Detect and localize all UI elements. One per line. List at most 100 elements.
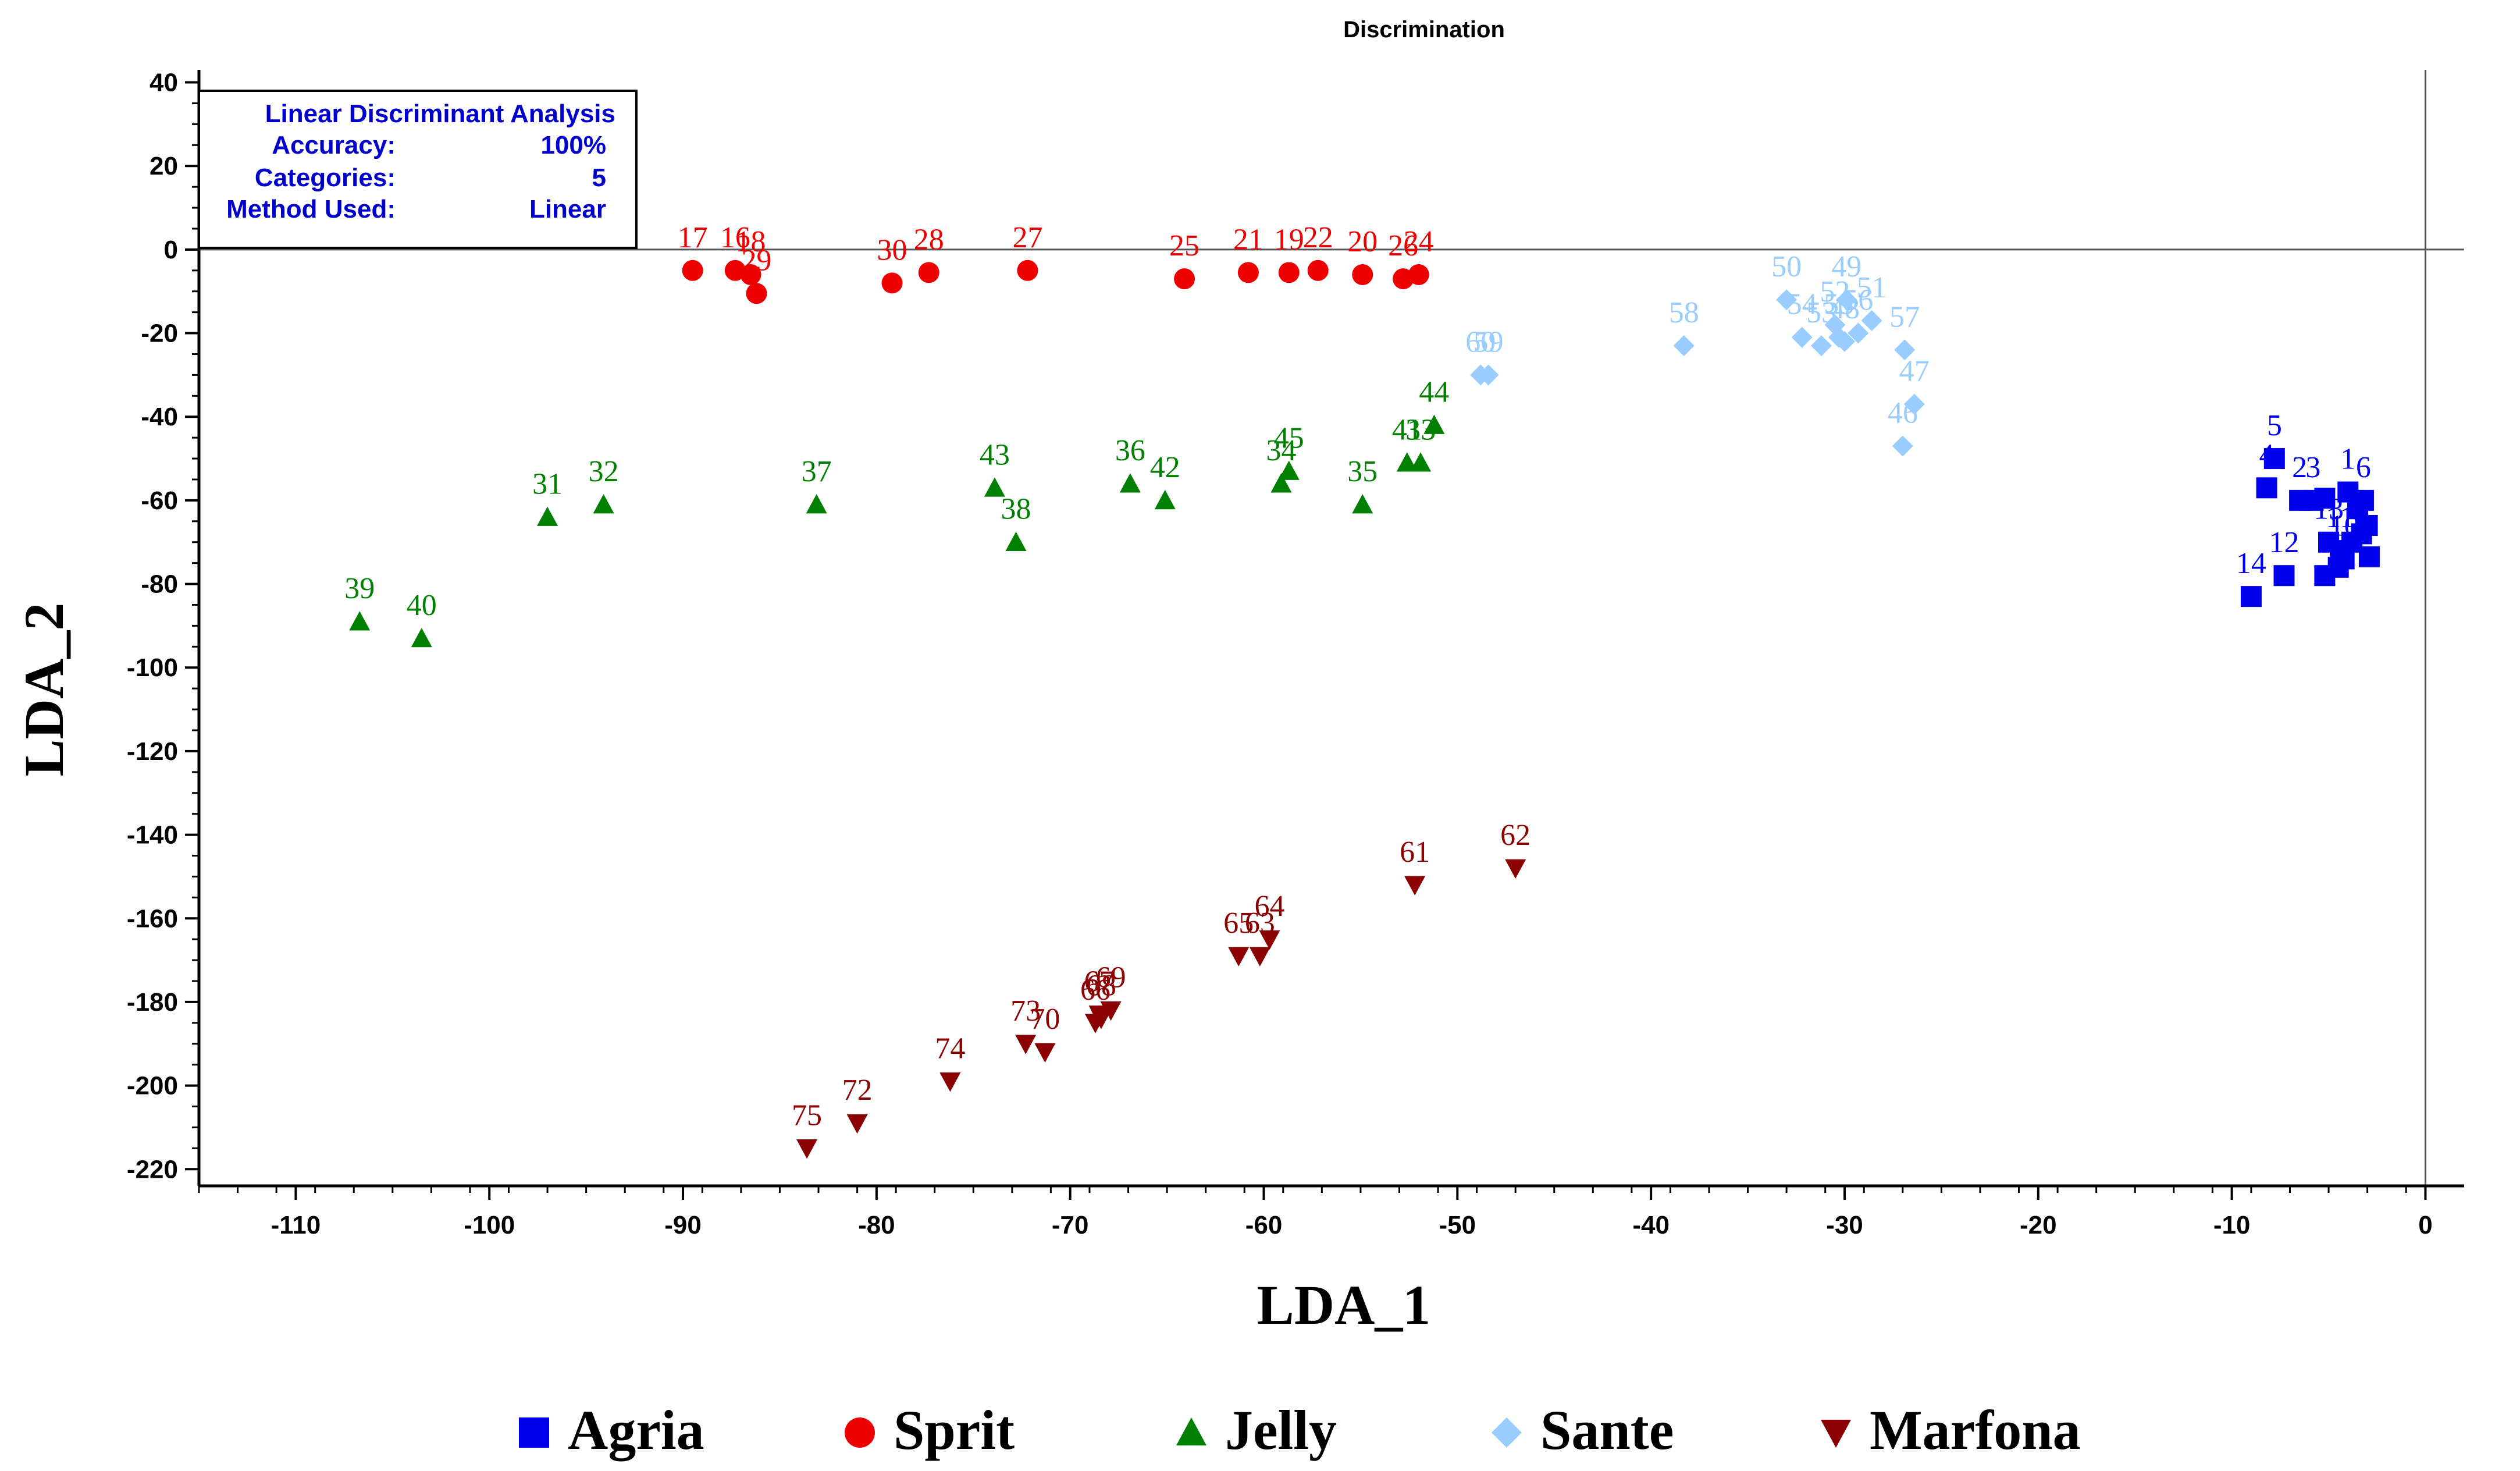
info-accuracy-value: 100% xyxy=(540,131,606,159)
data-point xyxy=(806,494,827,514)
y-tick-label: -220 xyxy=(127,1155,178,1184)
legend-marker xyxy=(519,1417,549,1448)
point-label: 32 xyxy=(589,455,619,488)
zero-lines xyxy=(199,70,2464,1186)
data-point xyxy=(1119,473,1141,493)
data-point xyxy=(1903,393,1925,415)
data-point xyxy=(1259,930,1280,950)
point-label: 18 xyxy=(736,225,766,258)
y-tick-label: -180 xyxy=(127,988,178,1017)
x-tick-label: -100 xyxy=(464,1211,515,1239)
data-point xyxy=(2240,586,2262,607)
x-tick-label: -60 xyxy=(1245,1211,1283,1239)
point-label: 46 xyxy=(1888,397,1918,430)
data-point xyxy=(1237,262,1259,283)
data-point xyxy=(1015,1035,1037,1054)
point-label: 56 xyxy=(1843,284,1873,317)
point-label: 74 xyxy=(935,1032,965,1065)
data-point xyxy=(2314,488,2336,509)
y-tick-label: 40 xyxy=(150,69,178,97)
point-label: 20 xyxy=(1347,225,1378,258)
point-label: 17 xyxy=(678,221,708,254)
point-label: 14 xyxy=(2236,547,2266,580)
y-tick-label: -140 xyxy=(127,821,178,850)
data-point xyxy=(1307,260,1329,281)
info-method-label: Method Used: xyxy=(226,195,396,223)
data-point xyxy=(1228,947,1250,967)
data-point xyxy=(1811,335,1832,357)
data-point xyxy=(1396,452,1418,472)
data-point xyxy=(1836,289,1857,311)
point-label: 75 xyxy=(792,1099,822,1132)
axes xyxy=(197,70,2464,1188)
data-point xyxy=(1828,326,1849,348)
point-label: 63 xyxy=(1245,907,1275,940)
data-point xyxy=(2263,448,2285,470)
data-point xyxy=(2256,477,2277,499)
data-point xyxy=(746,283,767,304)
info-method-value: Linear xyxy=(529,195,606,223)
x-tick-label: 0 xyxy=(2418,1211,2432,1239)
point-label: 45 xyxy=(1274,422,1304,455)
info-box-header: Linear Discriminant Analysis xyxy=(265,100,615,128)
legend-item-agria: Agria xyxy=(519,1399,704,1461)
x-tick-label: -70 xyxy=(1052,1211,1089,1239)
point-label: 47 xyxy=(1899,355,1930,388)
point-label: 44 xyxy=(1419,376,1449,409)
data-point xyxy=(1352,264,1373,285)
point-label: 67 xyxy=(1084,965,1115,998)
point-label: 36 xyxy=(1115,434,1145,467)
info-categories-label: Categories: xyxy=(255,164,396,192)
y-tick-label: -200 xyxy=(127,1072,178,1100)
data-point xyxy=(1270,473,1292,493)
data-point xyxy=(1017,260,1038,281)
point-label: 27 xyxy=(1012,221,1042,254)
x-tick-label: -10 xyxy=(2213,1211,2251,1239)
point-label: 1 xyxy=(2340,443,2355,476)
point-label: 25 xyxy=(1169,229,1200,262)
x-tick-label: -90 xyxy=(664,1211,702,1239)
point-label: 6 xyxy=(2356,451,2371,484)
point-label: 54 xyxy=(1787,288,1817,321)
legend-label: Marfona xyxy=(1870,1399,2081,1461)
point-label: 38 xyxy=(1001,493,1031,526)
point-label: 66 xyxy=(1080,973,1110,1007)
point-label: 72 xyxy=(842,1074,873,1107)
point-label: 26 xyxy=(1388,229,1418,262)
data-point xyxy=(1505,859,1526,879)
data-point xyxy=(984,477,1005,497)
info-box: Linear Discriminant Analysis Accuracy: 1… xyxy=(198,90,638,249)
point-label: 65 xyxy=(1223,907,1254,940)
data-point xyxy=(537,506,558,526)
data-point xyxy=(411,627,432,648)
point-label: 2 xyxy=(2292,451,2307,484)
point-label: 69 xyxy=(1096,961,1126,994)
point-label: 35 xyxy=(1347,455,1378,488)
x-tick-label: -50 xyxy=(1439,1211,1476,1239)
data-point xyxy=(1673,335,1695,357)
data-point xyxy=(881,272,903,294)
point-label: 10 xyxy=(2329,509,2359,542)
data-point xyxy=(939,1072,961,1092)
point-label: 60 xyxy=(1465,325,1496,358)
data-point xyxy=(2358,546,2380,567)
data-point xyxy=(682,260,703,281)
point-label: 3 xyxy=(2305,451,2320,484)
y-tick-label: -20 xyxy=(141,319,178,348)
point-label: 43 xyxy=(980,438,1010,471)
data-point xyxy=(2273,565,2295,587)
data-point xyxy=(1408,264,1429,285)
point-label: 68 xyxy=(1086,969,1116,1003)
data-point xyxy=(1410,452,1432,472)
legend-item-sprit: Sprit xyxy=(845,1399,1015,1461)
legend-item-sante: Sante xyxy=(1492,1399,1674,1461)
y-axis-ticks: 40 20 0 -20 -40 -60 -80 -100 -120 -140 -160 -180 -20… xyxy=(127,69,199,1184)
point-label: 73 xyxy=(1010,994,1041,1028)
data-point xyxy=(1791,326,1813,348)
data-point xyxy=(1352,494,1373,514)
point-label: 31 xyxy=(532,468,563,501)
point-label: 51 xyxy=(1857,271,1887,304)
